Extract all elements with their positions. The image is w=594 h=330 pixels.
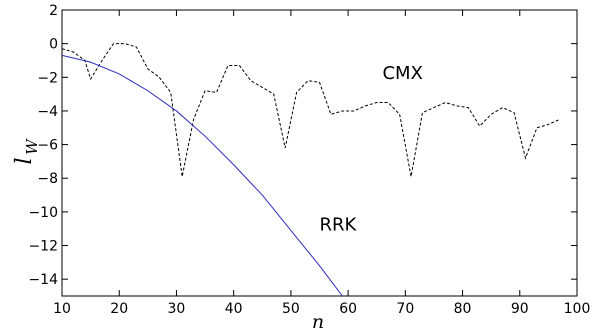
y-tick-label: 2	[49, 3, 58, 19]
y-tick-label: −12	[28, 239, 58, 255]
series-line-cmx	[62, 43, 561, 177]
x-axis-label: n	[312, 311, 324, 330]
x-tick-label: 70	[396, 301, 414, 317]
x-tick-label: 90	[511, 301, 529, 317]
y-tick-label: −14	[28, 272, 58, 288]
y-tick-label: 0	[49, 37, 58, 53]
y-tick-label: −2	[37, 70, 58, 86]
x-tick-label: 80	[454, 301, 472, 317]
x-tick-label: 20	[110, 301, 128, 317]
series-layer	[62, 43, 561, 296]
series-line-rrk	[62, 54, 343, 296]
annotation-layer: CMX RRK	[320, 63, 423, 235]
x-tick-label: 100	[564, 301, 591, 317]
plot-area	[61, 9, 578, 297]
y-axis-label-sub: W	[23, 138, 41, 155]
x-tick-label: 30	[168, 301, 186, 317]
x-tick-label: 60	[339, 301, 357, 317]
y-tick-label: −8	[37, 171, 58, 187]
annotation-rrk: RRK	[320, 215, 358, 236]
y-axis-label-main: l	[12, 157, 37, 164]
x-tick-label: 50	[282, 301, 300, 317]
annotation-cmx: CMX	[382, 63, 422, 84]
y-axis-label: l W	[12, 138, 41, 165]
y-tick-label: −6	[37, 138, 58, 154]
y-tick-label: −4	[37, 104, 58, 120]
x-tick-label: 10	[53, 301, 71, 317]
y-tick-label: −10	[28, 205, 58, 221]
x-tick-label: 40	[225, 301, 243, 317]
